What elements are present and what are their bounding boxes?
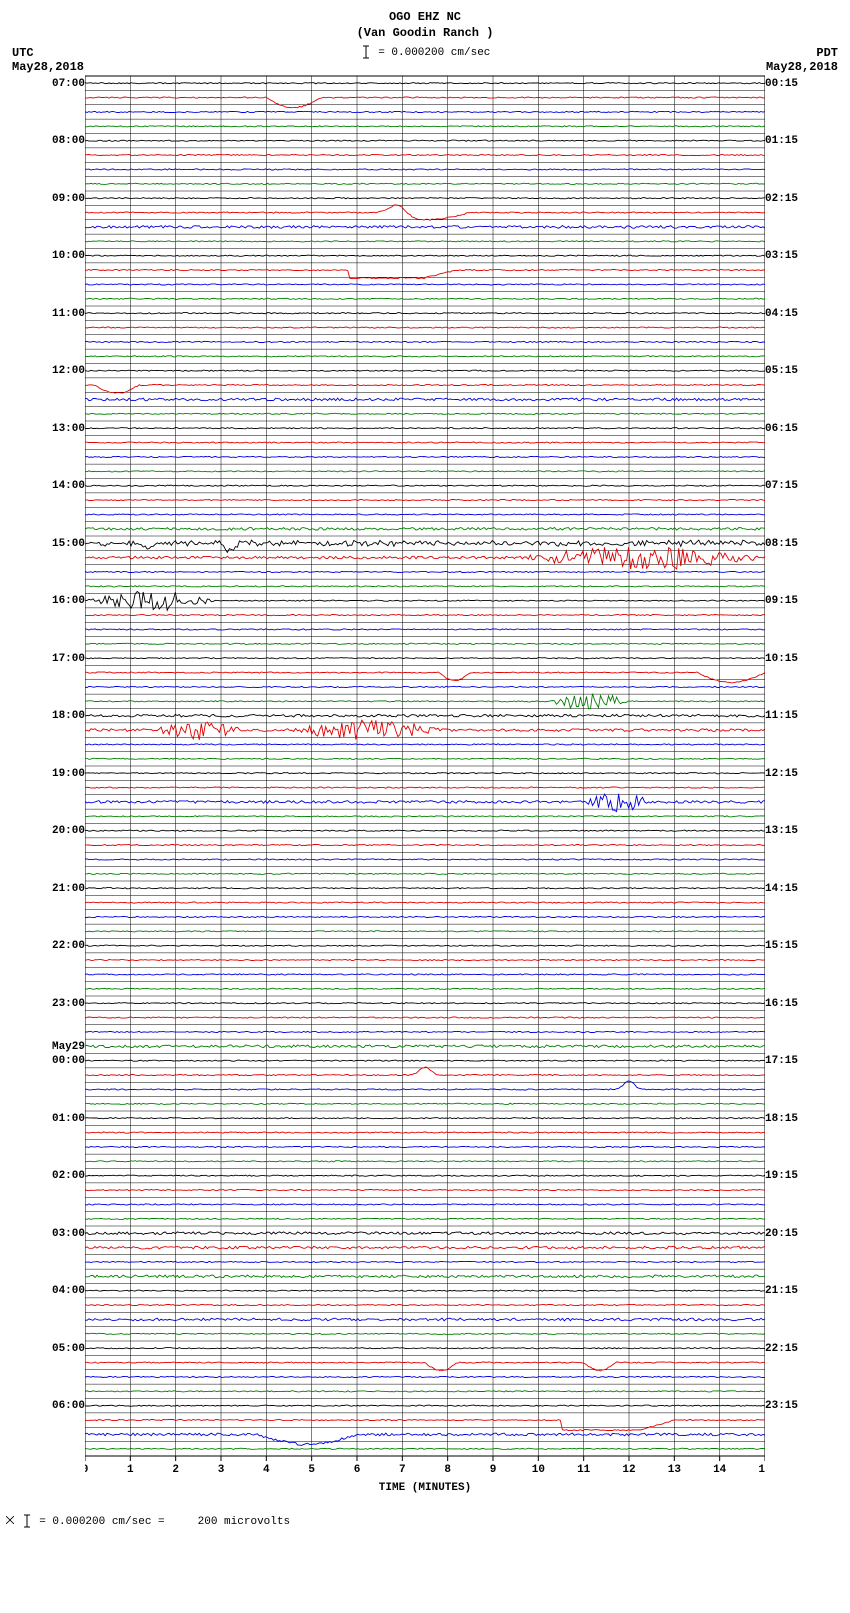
footer: = 0.000200 cm/sec = 200 microvolts <box>6 1514 850 1528</box>
svg-text:6: 6 <box>354 1464 361 1476</box>
left-hour-label: 13:00 <box>33 423 85 435</box>
header-scale-text: = 0.000200 cm/sec <box>378 47 490 59</box>
right-hour-label: 07:15 <box>765 480 817 492</box>
left-hour-label: 18:00 <box>33 710 85 722</box>
left-hour-label: 12:00 <box>33 365 85 377</box>
right-hour-label: 01:15 <box>765 135 817 147</box>
svg-text:2: 2 <box>172 1464 179 1476</box>
header: OGO EHZ NC (Van Goodin Ranch ) = 0.00020… <box>0 10 850 60</box>
left-hour-label: 09:00 <box>33 193 85 205</box>
footer-scale-bar-icon <box>21 1514 33 1528</box>
left-hour-label: 11:00 <box>33 308 85 320</box>
footer-x-icon <box>6 1516 14 1524</box>
left-hour-label: 05:00 <box>33 1343 85 1355</box>
left-hour-label: 01:00 <box>33 1113 85 1125</box>
seismogram-container: UTC May28,2018 PDT May28,2018 OGO EHZ NC… <box>0 10 850 1528</box>
svg-text:9: 9 <box>490 1464 497 1476</box>
svg-text:5: 5 <box>308 1464 315 1476</box>
left-time-labels: 07:00 08:00 09:00 10:00 11:00 12:00 13:00 14:00… <box>33 70 85 1480</box>
left-hour-label: 21:00 <box>33 883 85 895</box>
svg-text:15: 15 <box>758 1464 765 1476</box>
right-hour-label: 00:15 <box>765 78 817 90</box>
svg-text:13: 13 <box>668 1464 682 1476</box>
left-hour-label: 23:00 <box>33 998 85 1010</box>
xaxis-label: TIME (MINUTES) <box>85 1482 765 1494</box>
left-hour-label: 06:00 <box>33 1400 85 1412</box>
footer-microvolts: 200 microvolts <box>198 1516 290 1528</box>
left-hour-label: 08:00 <box>33 135 85 147</box>
svg-text:12: 12 <box>622 1464 635 1476</box>
right-hour-label: 20:15 <box>765 1228 817 1240</box>
svg-text:14: 14 <box>713 1464 727 1476</box>
right-hour-label: 23:15 <box>765 1400 817 1412</box>
left-hour-label: 19:00 <box>33 768 85 780</box>
right-hour-label: 16:15 <box>765 998 817 1010</box>
right-hour-label: 02:15 <box>765 193 817 205</box>
right-hour-label: 13:15 <box>765 825 817 837</box>
svg-text:1: 1 <box>127 1464 134 1476</box>
svg-text:3: 3 <box>218 1464 225 1476</box>
left-hour-label: 17:00 <box>33 653 85 665</box>
right-hour-label: 21:15 <box>765 1285 817 1297</box>
right-hour-label: 10:15 <box>765 653 817 665</box>
right-time-labels: 00:15 01:15 02:15 03:15 04:15 05:15 06:15 07:15… <box>765 70 817 1480</box>
header-scale: = 0.000200 cm/sec <box>0 45 850 60</box>
right-hour-label: 22:15 <box>765 1343 817 1355</box>
tz-right-tz: PDT <box>766 46 838 60</box>
left-hour-label: 15:00 <box>33 538 85 550</box>
left-hour-label: 10:00 <box>33 250 85 262</box>
right-hour-label: 05:15 <box>765 365 817 377</box>
right-hour-label: 19:15 <box>765 1170 817 1182</box>
svg-text:11: 11 <box>577 1464 591 1476</box>
right-hour-label: 09:15 <box>765 595 817 607</box>
seismogram-plot: 0123456789101112131415 <box>85 70 765 1480</box>
svg-text:7: 7 <box>399 1464 406 1476</box>
right-hour-label: 14:15 <box>765 883 817 895</box>
right-hour-label: 15:15 <box>765 940 817 952</box>
left-hour-label: 04:00 <box>33 1285 85 1297</box>
right-hour-label: 17:15 <box>765 1055 817 1067</box>
left-hour-label: 02:00 <box>33 1170 85 1182</box>
left-hour-label: 14:00 <box>33 480 85 492</box>
right-hour-label: 06:15 <box>765 423 817 435</box>
right-hour-label: 08:15 <box>765 538 817 550</box>
plot-wrap: 07:0008:0009:0010:0011:0012:0013:0014:00… <box>85 70 765 1494</box>
left-hour-label: May29 <box>33 1041 85 1053</box>
svg-text:8: 8 <box>444 1464 451 1476</box>
left-hour-label: 20:00 <box>33 825 85 837</box>
left-hour-label: 16:00 <box>33 595 85 607</box>
left-hour-label: 03:00 <box>33 1228 85 1240</box>
right-hour-label: 03:15 <box>765 250 817 262</box>
left-hour-label: 00:00 <box>33 1055 85 1067</box>
right-hour-label: 11:15 <box>765 710 817 722</box>
header-title1: OGO EHZ NC <box>0 10 850 26</box>
svg-text:4: 4 <box>263 1464 270 1476</box>
right-hour-label: 18:15 <box>765 1113 817 1125</box>
svg-text:0: 0 <box>85 1464 88 1476</box>
right-hour-label: 04:15 <box>765 308 817 320</box>
left-hour-label: 07:00 <box>33 78 85 90</box>
header-title2: (Van Goodin Ranch ) <box>0 26 850 42</box>
footer-scale-text: = 0.000200 cm/sec = <box>39 1516 164 1528</box>
right-hour-label: 12:15 <box>765 768 817 780</box>
left-hour-label: 22:00 <box>33 940 85 952</box>
scale-bar-icon <box>360 45 372 59</box>
tz-left-tz: UTC <box>12 46 84 60</box>
svg-text:10: 10 <box>532 1464 545 1476</box>
